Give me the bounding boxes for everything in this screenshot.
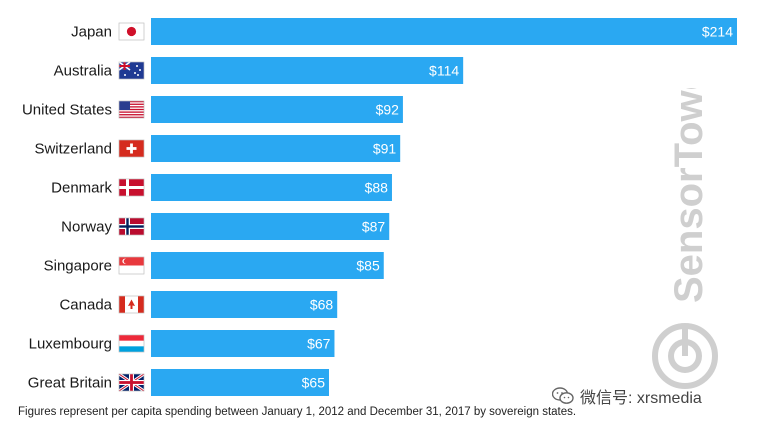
bar: [151, 330, 335, 357]
value-label: $68: [310, 297, 334, 313]
country-label: Switzerland: [34, 141, 112, 158]
bar: [151, 57, 464, 84]
bar: [151, 18, 737, 45]
value-label: $87: [362, 219, 386, 235]
row-united-states: United States $92: [22, 96, 403, 123]
united-states-flag-icon: [118, 100, 145, 119]
value-label: $85: [356, 258, 380, 274]
country-label: Denmark: [51, 180, 112, 197]
footnote: Figures represent per capita spending be…: [18, 406, 577, 418]
value-label: $65: [302, 375, 326, 391]
row-denmark: Denmark $88: [51, 174, 392, 201]
country-label: Japan: [71, 24, 112, 41]
country-label: Great Britain: [28, 375, 112, 392]
luxembourg-flag-icon: [118, 334, 145, 353]
bar: [151, 369, 329, 396]
value-label: $88: [365, 180, 389, 196]
row-great-britain: Great Britain $65: [28, 369, 329, 396]
sensortower-logo-icon: [652, 323, 718, 389]
canada-flag-icon: [118, 295, 145, 314]
value-label: $214: [702, 24, 733, 40]
bar: [151, 174, 392, 201]
value-label: $114: [429, 63, 459, 79]
wechat-label: 微信号: xrsmedia: [580, 390, 702, 407]
great-britain-flag-icon: [118, 372, 145, 393]
sensortower-watermark: SensorTower: [652, 88, 718, 389]
wechat-watermark: 微信号: xrsmedia: [552, 384, 702, 408]
wechat-icon: [552, 387, 574, 404]
value-label: $92: [376, 102, 400, 118]
norway-flag-icon: [118, 217, 145, 236]
switzerland-flag-icon: [118, 139, 145, 158]
value-label: $67: [307, 336, 331, 352]
singapore-flag-icon: [118, 256, 145, 275]
row-singapore: Singapore $85: [44, 252, 384, 279]
country-label: Luxembourg: [29, 336, 112, 353]
row-luxembourg: Luxembourg $67: [29, 330, 335, 357]
chart-rows: Japan $214 Australia $114 United States $92 Sw…: [22, 18, 737, 396]
row-canada: Canada $68: [59, 291, 338, 318]
bar: [151, 135, 401, 162]
japan-flag-icon: [118, 22, 145, 41]
row-australia: Australia $114: [54, 57, 464, 84]
bar: [151, 291, 338, 318]
bar: [151, 213, 390, 240]
row-japan: Japan $214: [71, 18, 737, 45]
australia-flag-icon: [118, 61, 145, 80]
value-label: $91: [373, 141, 397, 157]
watermark-text: SensorTower: [667, 88, 711, 303]
country-label: Australia: [54, 63, 113, 80]
row-norway: Norway $87: [61, 213, 390, 240]
row-switzerland: Switzerland $91: [34, 135, 401, 162]
bar: [151, 96, 403, 123]
country-label: United States: [22, 102, 112, 119]
country-label: Norway: [61, 219, 112, 236]
country-label: Canada: [59, 297, 112, 314]
country-label: Singapore: [44, 258, 112, 275]
bar: [151, 252, 384, 279]
denmark-flag-icon: [118, 178, 145, 197]
